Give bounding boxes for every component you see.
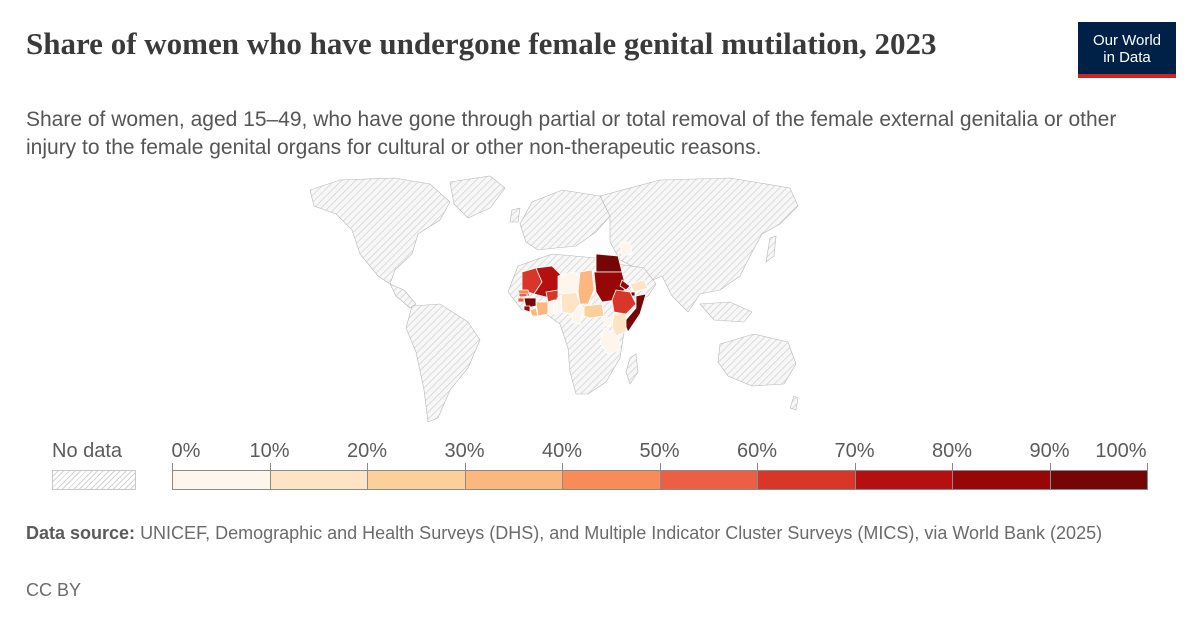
legend-no-data-swatch [52,470,136,490]
legend-tick-label-4: 40% [541,440,583,462]
land-europe [519,189,611,251]
legend-tick-label-8: 80% [931,440,973,462]
legend-tick-mark-5 [659,463,661,470]
legend-tick-label-3: 30% [444,440,485,462]
country-sierra-leone[interactable] [523,305,531,313]
data-source: Data source: UNICEF, Demographic and Hea… [26,521,1146,545]
legend-no-data-label: No data [52,440,123,462]
legend-bin-0[interactable] [172,470,271,490]
legend-tick-label-2: 20% [346,440,388,462]
legend-bin-7[interactable] [854,470,953,490]
country-egypt[interactable] [595,253,623,273]
legend-bin-6[interactable] [757,470,856,490]
legend-tick-mark-10 [1147,463,1148,470]
legend-tick-mark-2 [367,463,368,470]
owid-logo[interactable]: Our World in Data [1078,22,1176,78]
land-se-asia [699,301,753,323]
land-greenland [449,175,506,219]
legend-tick-label-6: 60% [736,440,778,462]
source-label: Data source: [26,523,136,543]
legend-bin-3[interactable] [464,470,563,490]
land-australia [717,333,797,387]
legend-tick-mark-3 [464,463,466,470]
country-cote-divoire[interactable] [535,301,549,317]
country-tanzania[interactable] [599,327,621,355]
source-text: UNICEF, Demographic and Health Surveys (… [140,523,1103,543]
world-map[interactable] [300,172,800,434]
land-japan [765,235,777,263]
land-central-america [389,283,417,309]
land-south-america [405,303,481,423]
country-guinea[interactable] [523,297,537,309]
country-somalia[interactable] [623,293,647,333]
land-madagascar [625,353,639,385]
legend-tick-mark-6 [757,463,758,470]
country-layer[interactable] [517,241,649,355]
chart-title: Share of women who have undergone female… [26,26,937,61]
legend-tick-label-0: 0% [171,440,201,462]
legend-tick-label-1: 10% [249,440,290,462]
legend-bin-1[interactable] [269,470,368,490]
legend-bin-8[interactable] [952,470,1051,490]
legend-bin-5[interactable] [659,470,758,490]
land-uk [509,207,521,223]
country-togo[interactable] [553,299,558,315]
legend-tick-mark-7 [854,463,856,470]
country-central-african-republic[interactable] [583,303,605,319]
legend-tick-mark-4 [562,463,563,470]
legend-bin-4[interactable] [562,470,661,490]
country-cameroon[interactable] [571,303,585,325]
country-iraq[interactable] [619,241,633,257]
country-gambia[interactable] [518,293,528,297]
land-new-zealand [789,395,799,411]
logo-line-2: in Data [1103,49,1151,66]
country-yemen[interactable] [629,279,649,293]
country-eritrea[interactable] [619,279,631,291]
chart-subtitle: Share of women, aged 15–49, who have gon… [26,108,1117,159]
land-north-america [309,177,451,285]
license[interactable]: CC BY [26,580,82,600]
legend-bin-2[interactable] [367,470,466,490]
legend-tick-label-5: 50% [639,440,680,462]
legend-tick-label-10: 100% [1095,440,1147,462]
logo-line-1: Our World [1092,32,1162,49]
country-benin[interactable] [556,297,562,313]
country-uganda[interactable] [603,317,613,327]
legend-tick-label-9: 90% [1029,440,1070,462]
country-ghana[interactable] [547,299,555,315]
legend-tick-mark-9 [1049,463,1051,470]
country-guinea-bissau[interactable] [517,297,525,303]
legend-tick-label-7: 70% [834,440,875,462]
legend-tick-mark-8 [952,463,953,470]
country-chad[interactable] [577,269,595,305]
legend-tick-mark-0 [172,463,173,470]
legend-bin-9[interactable] [1049,470,1148,490]
legend-tick-mark-1 [269,463,271,470]
